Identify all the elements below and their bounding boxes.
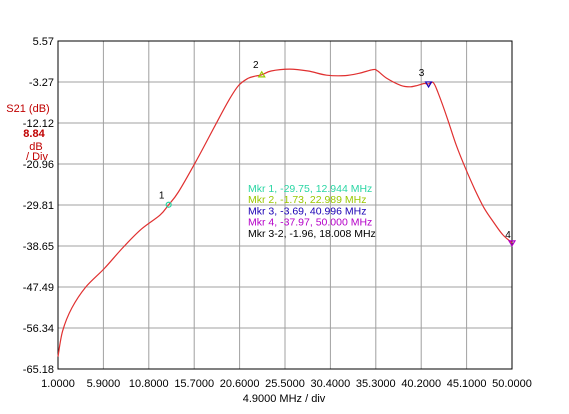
marker-1: 1	[159, 191, 172, 208]
s21-trace-line	[57, 68, 513, 357]
plot-frame	[57, 40, 513, 370]
scale-value: 8.84	[23, 128, 45, 140]
y-tick-label: -3.27	[29, 77, 54, 89]
marker-number: 3	[419, 68, 425, 79]
x-tick-label: 15.7000	[174, 378, 214, 390]
marker-number: 1	[159, 191, 165, 202]
x-tick-labels: 1.0000 5.9000 10.8000 15.7000 20.6000 25.5000…	[41, 378, 532, 390]
marker-3: 3	[419, 68, 433, 89]
x-tick-label: 25.5000	[265, 378, 305, 390]
x-tick-label: 40.2000	[401, 378, 441, 390]
marker-readout-line: Mkr 2, -1.73, 22.989 MHz	[248, 194, 366, 206]
y-tick-label: 5.57	[33, 36, 54, 48]
marker-readout-line: Mkr 1, -29.75, 12.944 MHz	[248, 183, 372, 195]
x-tick-label: 50.0000	[492, 378, 532, 390]
x-tick-label: 20.6000	[220, 378, 260, 390]
marker-number: 4	[505, 230, 511, 241]
marker-symbol	[507, 240, 517, 248]
x-tick-label: 35.3000	[356, 378, 396, 390]
y-tick-label: -65.18	[23, 364, 54, 376]
marker-readout-line: Mkr 3, -3.69, 40.996 MHz	[248, 205, 366, 217]
scale-unit: dB	[29, 141, 42, 153]
y-tick-label: -56.34	[23, 323, 54, 335]
x-tick-label: 10.8000	[129, 378, 169, 390]
y-tick-label: -29.81	[23, 200, 54, 212]
x-tick-label: 30.4000	[311, 378, 351, 390]
marker-symbol	[257, 70, 266, 78]
y-tick-label: -12.12	[23, 118, 54, 130]
marker-2: 2	[253, 60, 266, 78]
marker-readout-line: Mkr 3-2, -1.96, 18.008 MHz	[248, 228, 376, 240]
x-tick-label: 1.0000	[41, 378, 75, 390]
x-tick-label: 5.9000	[87, 378, 121, 390]
y-tick-labels: 5.57 -3.27 -12.12 -20.96 -29.81 -38.65 -47.49 -…	[23, 36, 54, 376]
marker-readout-line: Mkr 4, -37.97, 50.000 MHz	[248, 217, 372, 229]
markers: 1 2 3 4	[159, 60, 517, 248]
marker-symbol	[165, 201, 172, 208]
x-axis-label: 4.9000 MHz / div	[243, 393, 326, 405]
x-tick-label: 45.1000	[447, 378, 487, 390]
y-tick-label: -47.49	[23, 282, 54, 294]
grid	[58, 41, 512, 369]
marker-symbol	[424, 81, 433, 89]
y-tick-label: -38.65	[23, 241, 54, 253]
y-axis-label: S21 (dB)	[6, 103, 49, 115]
y-tick-label: -20.96	[23, 159, 54, 171]
scale-per-div: / Div	[26, 151, 49, 163]
marker-number: 2	[253, 60, 259, 71]
marker-4: 4	[505, 230, 517, 248]
